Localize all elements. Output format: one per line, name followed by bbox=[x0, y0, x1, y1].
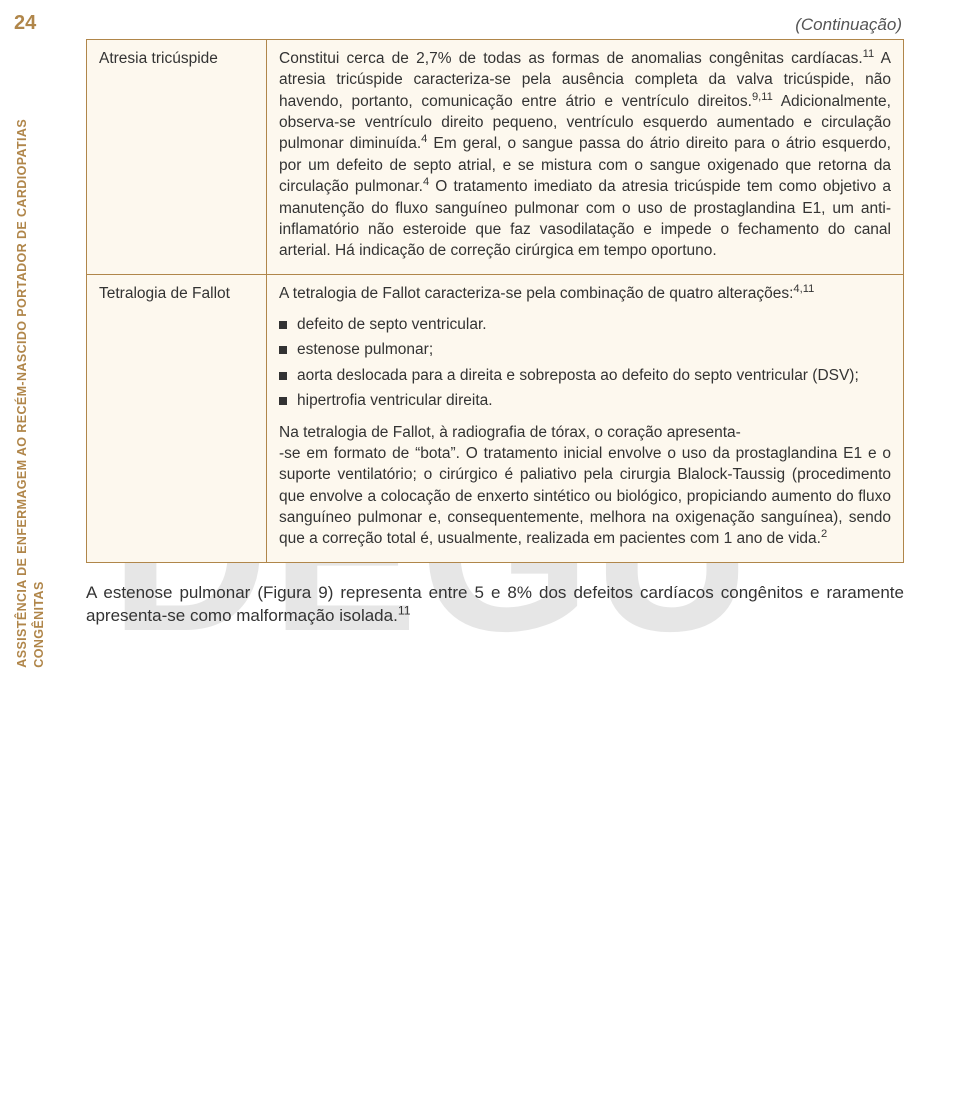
page-number: 24 bbox=[14, 10, 36, 37]
row-body: Constitui cerca de 2,7% de todas as form… bbox=[267, 39, 904, 274]
bullet-list: defeito de septo ventricular. estenose p… bbox=[279, 314, 891, 412]
bottom-paragraph: A estenose pulmonar (Figura 9) represent… bbox=[86, 581, 904, 628]
page: 24 ASSISTÊNCIA DE ENFERMAGEM AO RECÉM-NA… bbox=[0, 0, 960, 668]
row-label: Atresia tricúspide bbox=[87, 39, 267, 274]
continuation-label: (Continuação) bbox=[86, 14, 904, 37]
list-item: defeito de septo ventricular. bbox=[279, 314, 891, 335]
list-item: estenose pulmonar; bbox=[279, 339, 891, 360]
table-row: Atresia tricúspide Constitui cerca de 2,… bbox=[87, 39, 904, 274]
side-title: ASSISTÊNCIA DE ENFERMAGEM AO RECÉM-NASCI… bbox=[14, 44, 48, 668]
row-intro: A tetralogia de Fallot caracteriza-se pe… bbox=[279, 283, 891, 304]
list-item: aorta deslocada para a direita e sobrepo… bbox=[279, 365, 891, 386]
table-row: Tetralogia de Fallot A tetralogia de Fal… bbox=[87, 274, 904, 562]
row-body: A tetralogia de Fallot caracteriza-se pe… bbox=[267, 274, 904, 562]
list-item: hipertrofia ventricular direita. bbox=[279, 390, 891, 411]
row-after: Na tetralogia de Fallot, à radiografia d… bbox=[279, 422, 891, 550]
row-label: Tetralogia de Fallot bbox=[87, 274, 267, 562]
content-table: Atresia tricúspide Constitui cerca de 2,… bbox=[86, 39, 904, 563]
